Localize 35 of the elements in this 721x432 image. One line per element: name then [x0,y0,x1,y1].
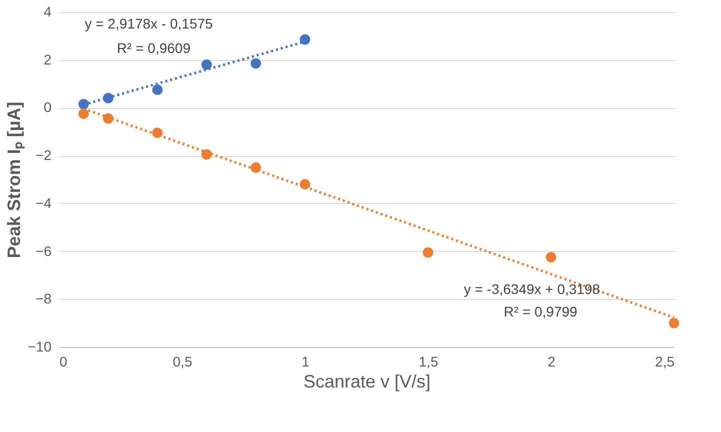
point [78,98,89,110]
point [201,59,212,70]
y-tick-label: −8 [36,290,52,307]
point [102,113,114,124]
annotation: y = -3,6349x + 0,3198 [464,281,600,298]
point [250,162,262,173]
point [152,84,163,95]
point [78,108,89,119]
y-tick-label: −10 [28,338,52,354]
x-tick-label: 0,5 [172,354,192,370]
y-tick-label: −2 [36,147,52,164]
point [300,34,310,45]
x-tick-label: 0 [60,354,68,370]
y-tick-label: −4 [36,194,52,211]
x-tick-label: 2 [548,354,556,370]
point [152,128,163,138]
x-tick-label: 2,5 [655,354,675,370]
point [201,149,212,160]
annotation: y = 2,9178x - 0,1575 [84,16,214,32]
point [422,247,434,258]
x-tick-label: 1,5 [418,354,438,370]
point [250,58,262,69]
y-axis-title: Peak Strom Iₚ [µA] [4,102,25,258]
y-tick-label: 2 [44,51,52,68]
point [102,92,114,104]
point [668,318,680,328]
y-tick-label: 0 [44,99,52,116]
x-axis-title: Scanrate v [V/s] [303,372,431,392]
annotation: R² = 0,9609 [116,40,191,56]
x-tick-label: 1 [302,354,310,370]
y-tick-label: −6 [36,242,52,259]
point [300,179,310,190]
y-tick-label: 4 [44,4,52,20]
point [546,252,556,262]
annotation: R² = 0,9799 [504,303,578,320]
